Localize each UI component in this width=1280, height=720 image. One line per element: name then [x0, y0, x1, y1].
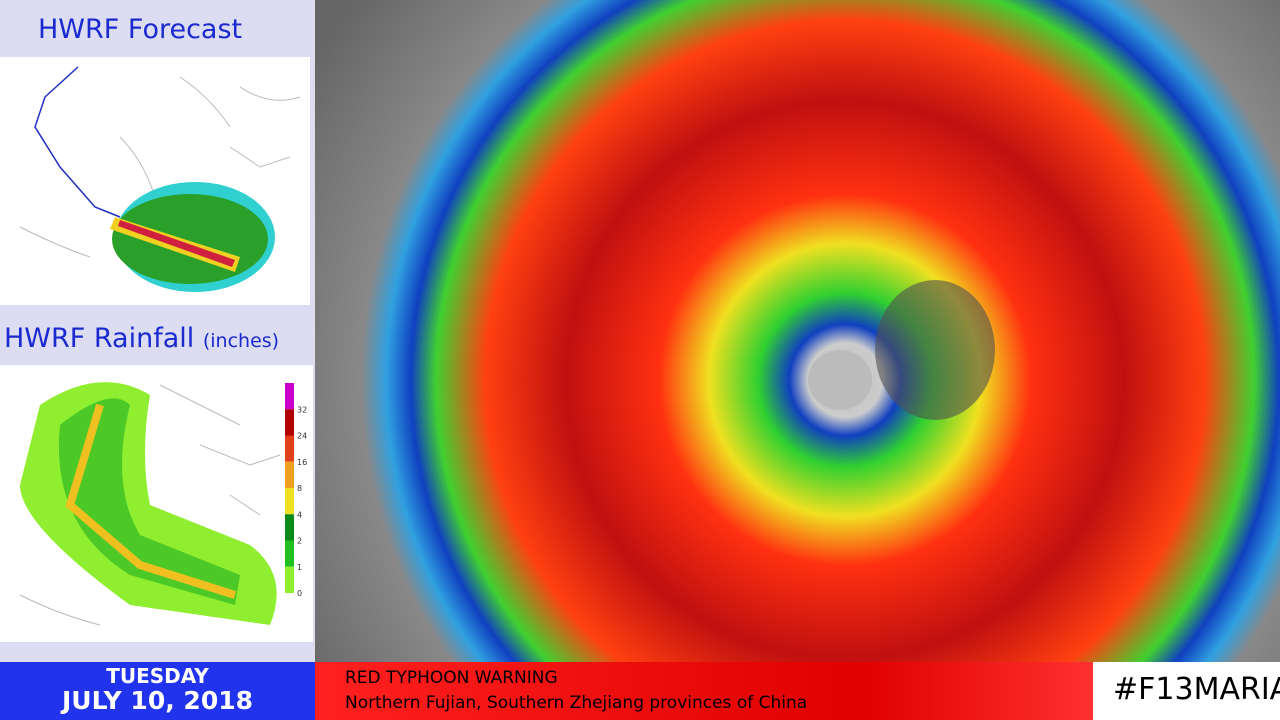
legend-label: 24	[297, 432, 307, 441]
rainfall-title-text: HWRF Rainfall	[4, 323, 195, 354]
hashtag-box: #F13MARIA	[1093, 662, 1280, 720]
forecast-map	[0, 57, 310, 305]
legend-swatch	[285, 461, 294, 488]
rainfall-map: 32 24 16 8 4 2 1 0	[0, 365, 313, 642]
rainfall-title: HWRF Rainfall (inches)	[4, 323, 279, 354]
left-panel: HWRF Forecast HWRF Rainfall (inches) 32 2…	[0, 0, 315, 662]
date-box: TUESDAY JULY 10, 2018	[0, 662, 315, 720]
legend-label: 2	[297, 537, 302, 546]
warning-box: RED TYPHOON WARNING Northern Fujian, Sou…	[315, 662, 1093, 720]
legend-label: 32	[297, 405, 307, 414]
legend-swatch	[285, 514, 294, 541]
forecast-title: HWRF Forecast	[38, 14, 243, 45]
legend-label: 1	[297, 563, 302, 572]
legend-swatch	[285, 435, 294, 462]
legend-swatch	[285, 488, 294, 515]
satellite-image	[315, 0, 1280, 662]
legend-swatch	[285, 409, 294, 436]
legend-swatch	[285, 540, 294, 567]
rainfall-unit: (inches)	[202, 330, 280, 352]
warning-text: Northern Fujian, Southern Zhejiang provi…	[345, 693, 808, 713]
legend-swatch	[285, 566, 294, 593]
legend-swatch	[285, 383, 294, 410]
hashtag: #F13MARIA	[1113, 672, 1280, 707]
day: TUESDAY	[106, 664, 209, 688]
legend-label: 16	[297, 458, 307, 467]
legend-label: 0	[297, 589, 302, 598]
warning-title: RED TYPHOON WARNING	[345, 668, 558, 688]
legend-label: 8	[297, 484, 302, 493]
legend-label: 4	[297, 510, 302, 519]
date: JULY 10, 2018	[61, 686, 253, 715]
